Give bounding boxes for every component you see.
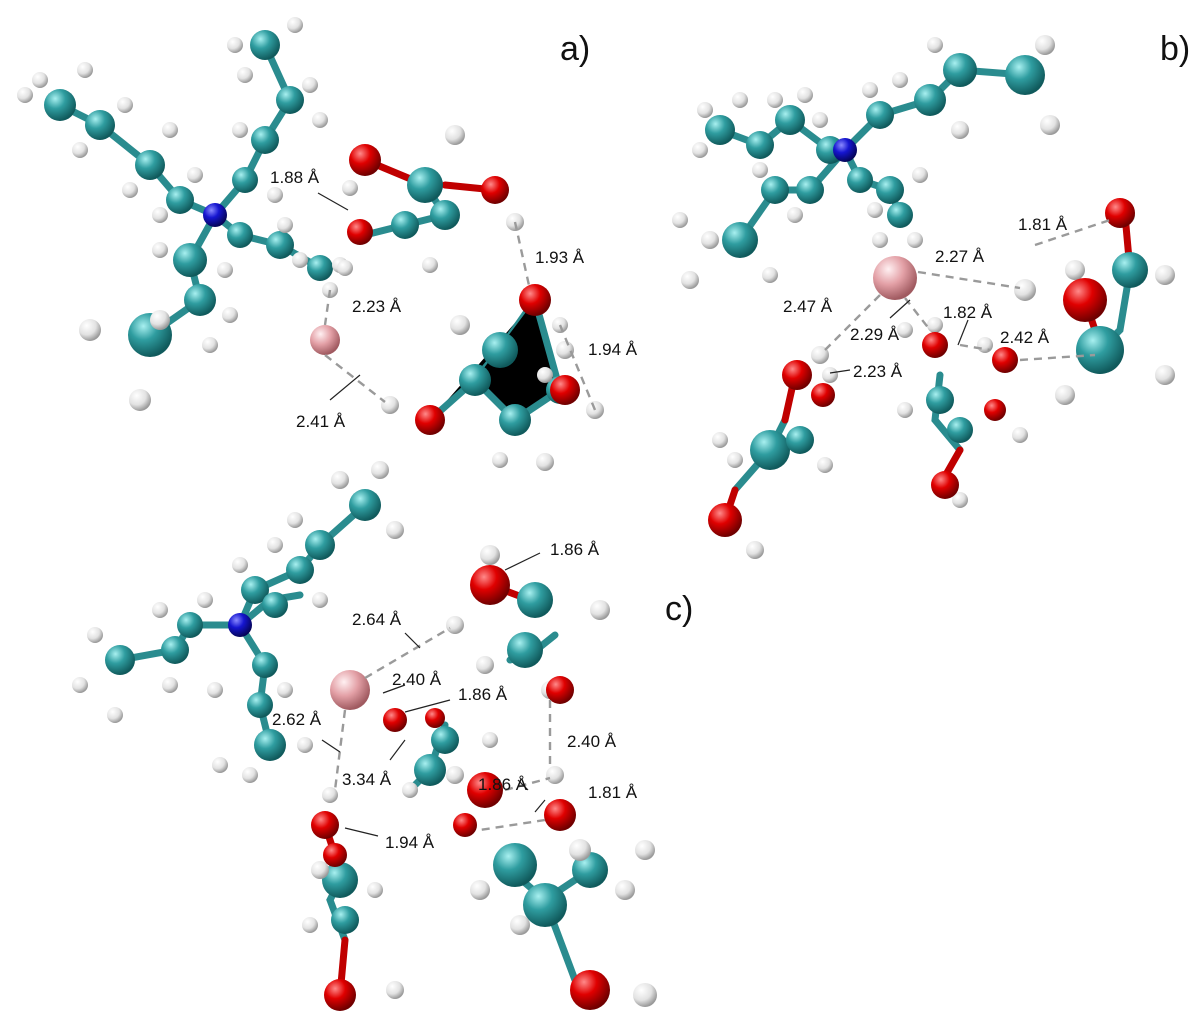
- panel-c-oxygen-atoms: [311, 565, 610, 1011]
- panel-a-label: a): [560, 30, 590, 68]
- dist-label: 2.62 Å: [272, 710, 322, 729]
- dist-label: 2.23 Å: [853, 362, 903, 381]
- panel-b-arrows: [829, 299, 969, 374]
- dist-label: 1.86 Å: [550, 540, 600, 559]
- panel-b-nitrogen-atom: [833, 138, 857, 162]
- dist-label: 2.27 Å: [935, 247, 985, 266]
- dist-label: 3.34 Å: [342, 770, 392, 789]
- panel-b-carbon-atoms: [705, 53, 1148, 470]
- dist-label: 1.93 Å: [535, 248, 585, 267]
- panel-c-label: c): [665, 590, 693, 628]
- panel-b: b) 1.81 Å 2.27 Å 2.47 Å 1.82 Å 2.29 Å 2.…: [672, 30, 1190, 559]
- dist-label: 1.86 Å: [458, 685, 508, 704]
- dist-label: 1.94 Å: [385, 833, 435, 852]
- panel-b-label: b): [1160, 30, 1190, 68]
- panel-c-hydrogen-atoms: [72, 461, 657, 1007]
- panel-c-ion: [330, 670, 370, 710]
- panel-a-hbonds: [323, 221, 597, 411]
- panel-c-co-bonds: [321, 581, 594, 999]
- dist-label: 2.40 Å: [567, 732, 617, 751]
- dist-label: 1.88 Å: [270, 168, 320, 187]
- dist-label: 2.41 Å: [296, 412, 346, 431]
- dist-label: 1.81 Å: [588, 783, 638, 802]
- panel-b-hydrogen-atoms: [672, 35, 1175, 559]
- panel-a-hydrogen-atoms: [17, 17, 604, 471]
- dist-label: 2.42 Å: [1000, 328, 1050, 347]
- dist-label: 1.81 Å: [1018, 215, 1068, 234]
- panel-b-oxygen-atoms: [708, 198, 1135, 537]
- panel-c-carbon-atoms: [105, 489, 608, 934]
- panel-a-ion: [310, 325, 340, 355]
- panel-c-arrows: [321, 552, 546, 837]
- dist-label: 2.29 Å: [850, 325, 900, 344]
- panel-c-hbonds: [333, 626, 552, 832]
- panel-a-nitrogen-atom: [203, 203, 227, 227]
- panel-a-carbon-atoms: [44, 30, 574, 436]
- panel-b-bonds: [716, 66, 1134, 494]
- panel-a: a) 1.88 Å 1.93 Å 2.23 Å 1.94 Å 2.41 Å: [17, 17, 638, 471]
- panel-a-arrows: [317, 192, 361, 401]
- dist-label: 2.47 Å: [783, 297, 833, 316]
- dist-label: 1.82 Å: [943, 303, 993, 322]
- dist-label: 2.23 Å: [352, 297, 402, 316]
- dist-label: 1.86 Å: [478, 775, 528, 794]
- panel-b-hbonds: [824, 218, 1111, 362]
- panel-a-oxygen-atoms: [347, 144, 580, 435]
- panel-a-sugar-bonds: [426, 296, 565, 425]
- dist-label: 2.64 Å: [352, 610, 402, 629]
- panel-c-nitrogen-atom: [228, 613, 252, 637]
- dist-label: 1.94 Å: [588, 340, 638, 359]
- panel-b-ion: [873, 256, 917, 300]
- panel-c-bonds: [116, 501, 594, 984]
- panel-c: c) 1.86 Å 2.64 Å 2.40 Å 1.86 Å 2.62 Å 2.…: [72, 461, 693, 1011]
- dist-label: 2.40 Å: [392, 670, 442, 689]
